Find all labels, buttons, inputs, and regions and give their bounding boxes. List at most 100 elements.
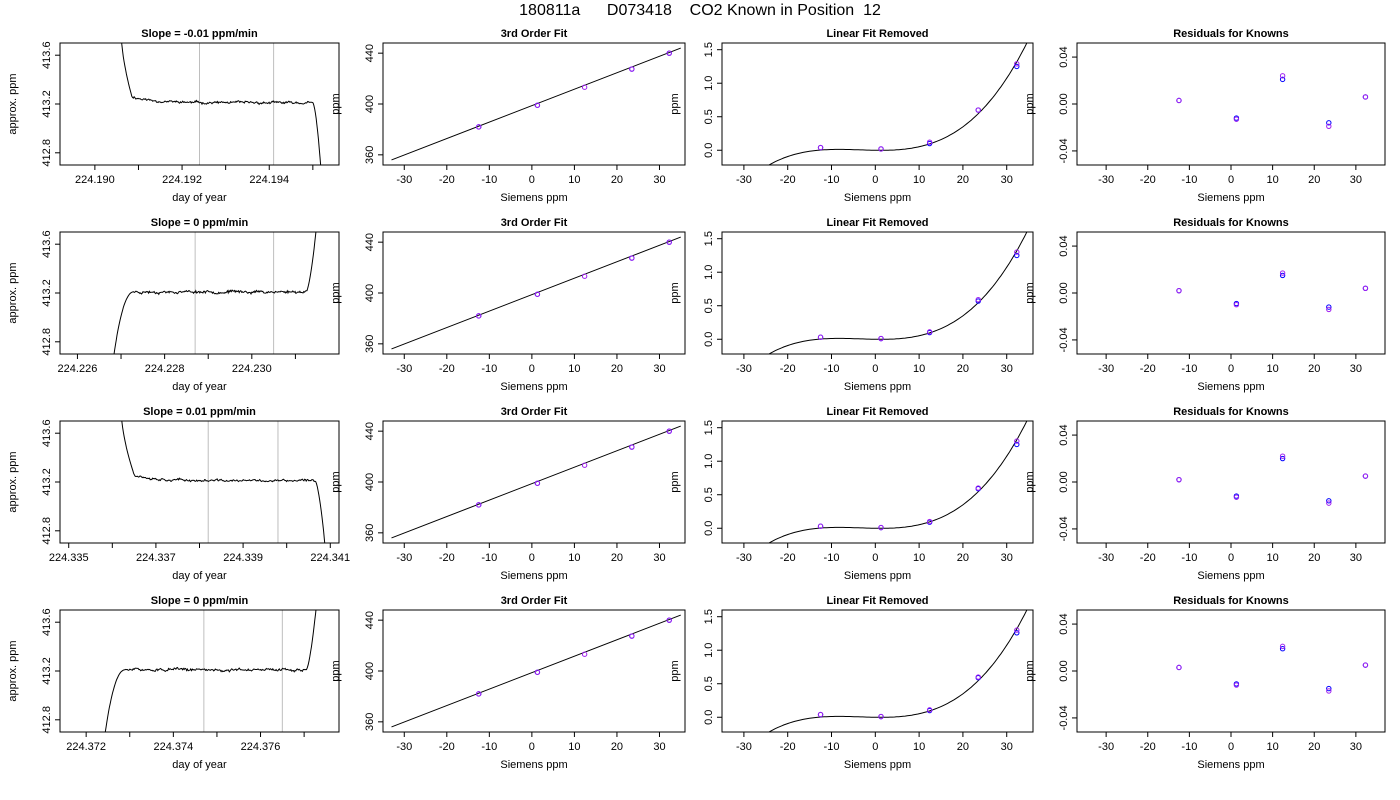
data-point: [1176, 97, 1182, 104]
x-tick-label: 30: [1350, 174, 1362, 186]
x-tick-label: 10: [1266, 174, 1278, 186]
x-tick-label: 10: [913, 741, 925, 753]
y-tick-label: 1.0: [703, 643, 715, 658]
y-axis-label: ppm: [669, 660, 681, 681]
y-tick-label: 400: [364, 95, 376, 113]
x-tick-label: 0: [872, 363, 878, 375]
plot-frame: [1076, 420, 1386, 544]
concentration-trace: [104, 610, 317, 732]
x-tick-label: 30: [653, 552, 665, 564]
data-point: [1279, 455, 1286, 462]
chart-title: 3rd Order Fit: [501, 217, 568, 229]
plot-frame: [59, 42, 340, 166]
concentration-trace: [113, 232, 317, 354]
plot-frame: [59, 420, 340, 544]
data-point: [1014, 438, 1020, 444]
chart-title: Linear Fit Removed: [826, 28, 928, 40]
data-point: [1014, 249, 1020, 255]
x-tick-label: 20: [1308, 363, 1320, 375]
y-tick-label: 440: [364, 422, 376, 440]
y-tick-label: 0.5: [703, 676, 715, 691]
x-tick-label: -20: [439, 741, 455, 753]
concentration-trace: [121, 421, 326, 543]
x-tick-label: 10: [568, 363, 580, 375]
x-tick-label: 0: [1228, 741, 1234, 753]
y-tick-label: 0.04: [1058, 235, 1070, 256]
chart-panel: Slope = 0 ppm/min day of year approx. ppm 2…: [7, 217, 340, 393]
x-tick-label: -30: [736, 741, 752, 753]
x-tick-label: 30: [1001, 552, 1013, 564]
y-tick-label: 1.0: [703, 454, 715, 469]
x-tick-label: -20: [780, 174, 796, 186]
y-tick-label: 413.6: [41, 41, 53, 69]
data-point: [975, 674, 981, 680]
chart-title: Residuals for Knowns: [1173, 406, 1289, 418]
data-point: [817, 144, 824, 151]
x-tick-label: -20: [780, 552, 796, 564]
x-tick-label: 20: [1308, 174, 1320, 186]
data-point: [1279, 76, 1286, 83]
plot-frame: [1076, 609, 1386, 733]
data-point: [817, 523, 824, 529]
x-tick-label: 30: [653, 741, 665, 753]
x-axis-label: Siemens ppm: [1197, 570, 1264, 582]
plot-frame: [59, 609, 340, 733]
data-point: [926, 329, 933, 335]
x-axis-label: day of year: [172, 759, 227, 771]
x-tick-label: -30: [736, 174, 752, 186]
data-point: [1233, 682, 1240, 688]
x-tick-label: -20: [1140, 741, 1156, 753]
chart-title: Slope = 0.01 ppm/min: [143, 406, 256, 418]
y-tick-label: -0.04: [1058, 138, 1070, 163]
data-point: [1176, 287, 1182, 294]
y-axis-label: ppm: [1024, 93, 1036, 114]
data-point: [629, 255, 635, 261]
y-tick-label: -0.04: [1058, 327, 1070, 352]
chart-title: Slope = 0 ppm/min: [151, 595, 249, 607]
y-tick-label: 0.04: [1058, 46, 1070, 67]
data-point: [476, 502, 482, 508]
x-tick-label: -20: [780, 741, 796, 753]
x-tick-label: -20: [439, 552, 455, 564]
y-axis-label: ppm: [330, 93, 342, 114]
chart-title: 3rd Order Fit: [501, 595, 568, 607]
x-tick-label: -20: [1140, 363, 1156, 375]
chart-title: Linear Fit Removed: [826, 406, 928, 418]
y-axis-label: ppm: [1024, 660, 1036, 681]
x-tick-label: 0: [872, 741, 878, 753]
x-tick-label: -30: [1098, 741, 1114, 753]
y-axis-label: ppm: [669, 471, 681, 492]
chart-title: 3rd Order Fit: [501, 406, 568, 418]
x-tick-label: 20: [1308, 741, 1320, 753]
chart-title: Slope = -0.01 ppm/min: [141, 28, 258, 40]
x-axis-label: Siemens ppm: [1197, 381, 1264, 393]
y-tick-label: 412.8: [41, 139, 53, 167]
y-tick-label: 1.5: [703, 609, 715, 624]
data-point: [926, 139, 933, 145]
data-point: [1176, 476, 1182, 483]
plot-frame: [382, 231, 686, 355]
data-point: [1326, 120, 1332, 126]
y-tick-label: 0.5: [703, 487, 715, 502]
y-tick-label: 0.04: [1058, 424, 1070, 445]
y-tick-label: 0.00: [1058, 93, 1070, 114]
fit-curve: [767, 232, 1028, 354]
y-tick-label: 413.2: [41, 468, 53, 496]
data-point: [1279, 272, 1286, 279]
x-tick-label: 30: [653, 174, 665, 186]
y-tick-label: 400: [364, 662, 376, 680]
data-point: [1326, 685, 1332, 692]
data-point: [878, 335, 884, 342]
x-tick-label: 30: [1001, 174, 1013, 186]
x-axis-label: Siemens ppm: [844, 381, 911, 393]
x-tick-label: 20: [611, 741, 623, 753]
data-point: [1279, 643, 1286, 650]
x-tick-label: -30: [1098, 363, 1114, 375]
y-tick-label: 360: [364, 524, 376, 542]
data-point: [1326, 688, 1332, 694]
y-tick-label: 413.2: [41, 279, 53, 307]
data-point: [1014, 252, 1020, 259]
data-point: [666, 50, 672, 56]
x-tick-label: -20: [780, 363, 796, 375]
